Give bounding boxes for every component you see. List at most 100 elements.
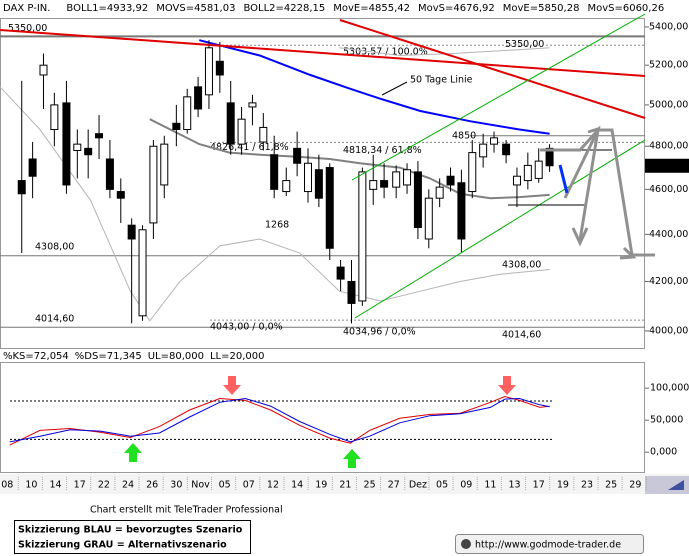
indicator-line: [339, 47, 550, 57]
x-tick-label: 23: [581, 480, 593, 491]
candle-body: [413, 171, 422, 228]
scenario-text: Skizzierung BLAU = bevorzugtes Szenario: [18, 525, 243, 536]
candle-body: [545, 147, 554, 167]
level-label: 4043,00 / 0,0%: [210, 322, 283, 333]
level-label: 4818,34 / 61,8%: [343, 145, 422, 156]
level-label: 4034,96 / 0,0%: [343, 327, 416, 338]
candle-body: [204, 47, 213, 96]
annotation: 50 Tage Linie: [410, 75, 473, 86]
oscillator-label: %KS=72,054: [3, 351, 69, 362]
drawings: [0, 13, 655, 468]
candle-body: [424, 197, 433, 240]
corner-icon: [668, 480, 684, 490]
legend-entry: MovE=5850,28: [503, 3, 580, 14]
x-tick-label: 08: [1, 480, 13, 491]
y-tick-label: 4600,00: [649, 184, 688, 195]
trend-line: [0, 29, 646, 77]
candle-body: [523, 164, 532, 182]
candle-body: [314, 169, 323, 199]
url-icon: [461, 539, 471, 549]
candle-body: [403, 169, 412, 186]
candle-body: [512, 175, 521, 186]
price-tag-label: 4708,36: [647, 160, 686, 171]
legend-entry: MOVS=4581,03: [156, 3, 235, 14]
buy-arrow: [343, 449, 361, 468]
candle-body: [28, 158, 37, 177]
legend-entry: MovS=6060,26: [587, 3, 664, 14]
candle-body: [127, 224, 136, 240]
x-tick-label: 05: [219, 480, 231, 491]
candle-body: [336, 266, 345, 280]
candle-body: [259, 126, 268, 143]
arrow-head: [571, 227, 589, 247]
x-tick-label: Dez: [409, 480, 427, 491]
oscillator-frame: [0, 362, 645, 473]
candle-body: [149, 145, 158, 224]
candle-body: [95, 133, 104, 139]
level-label: 4014,60: [502, 330, 541, 341]
sell-arrow: [498, 376, 516, 395]
candle-body: [369, 180, 378, 190]
scenario-box: [14, 520, 251, 554]
level-label: 4308,00: [502, 259, 541, 270]
candle-body: [347, 280, 356, 304]
candle-body: [490, 137, 499, 145]
candle-body: [479, 143, 488, 158]
scenario-blue: [558, 164, 569, 194]
candle-body: [457, 182, 466, 240]
y-tick-label: 4200,00: [649, 276, 688, 287]
oscillator-label: LL=20,000: [210, 351, 265, 362]
y-tick-label: 100,000: [650, 383, 689, 394]
candle-body: [446, 175, 455, 186]
channel-line: [354, 139, 646, 319]
sell-arrow: [223, 376, 241, 395]
oscillator-line: [9, 395, 550, 446]
y-tick-label: 4400,00: [649, 229, 688, 240]
oscillator-line: [9, 397, 550, 443]
channel-line: [351, 13, 646, 181]
candle-body: [194, 86, 203, 110]
oscillator-label: UL=80,000: [148, 351, 204, 362]
x-tick-label: 10: [25, 480, 37, 491]
level-label: 5303,57 / 100,0%: [343, 47, 428, 58]
annotation-arrow: [381, 81, 408, 96]
y-tick-label: 0,000: [650, 447, 677, 458]
annotation: 1268: [265, 220, 289, 231]
candle-body: [138, 229, 147, 317]
candle-body: [172, 122, 181, 131]
y-tick-label: 50,000: [650, 415, 683, 426]
candle-body: [282, 180, 291, 193]
legend-entry: BOLL1=4933,92: [66, 3, 148, 14]
x-tick-label: 19: [557, 480, 569, 491]
level-label: 4014,60: [35, 314, 74, 325]
candle-body: [183, 96, 192, 131]
price-tag: [645, 158, 689, 173]
level-label: 4308,00: [35, 241, 74, 252]
url-box[interactable]: [455, 534, 644, 554]
x-tick-label: 14: [50, 480, 62, 491]
candle-body: [17, 180, 26, 195]
chart-title: DAX P-IN.: [3, 3, 50, 14]
legend-entry: BOLL2=4228,15: [243, 3, 325, 14]
candle-body: [392, 171, 401, 188]
x-tick-label: 12: [267, 480, 279, 491]
y-tick-label: 4000,00: [649, 325, 688, 336]
main-frame: [0, 18, 645, 349]
candle-body: [237, 118, 246, 145]
candle-body: [39, 64, 48, 76]
candle-body: [160, 143, 169, 186]
url[interactable]: http://www.godmode-trader.de: [475, 540, 621, 551]
candle-body: [215, 60, 224, 76]
candle-body: [116, 191, 125, 199]
candle-body: [62, 102, 71, 186]
level-label: 4826,41 / 61,8%: [210, 142, 289, 153]
level-label: 5350,00: [505, 39, 544, 50]
indicator-line: [0, 86, 550, 322]
x-tick-label: 09: [460, 480, 472, 491]
x-tick-label: 17: [533, 480, 545, 491]
y-tick-label: 5000,00: [649, 99, 688, 110]
candle-body: [248, 102, 257, 108]
x-axis-strip: [0, 474, 689, 494]
candle-body: [325, 167, 334, 249]
